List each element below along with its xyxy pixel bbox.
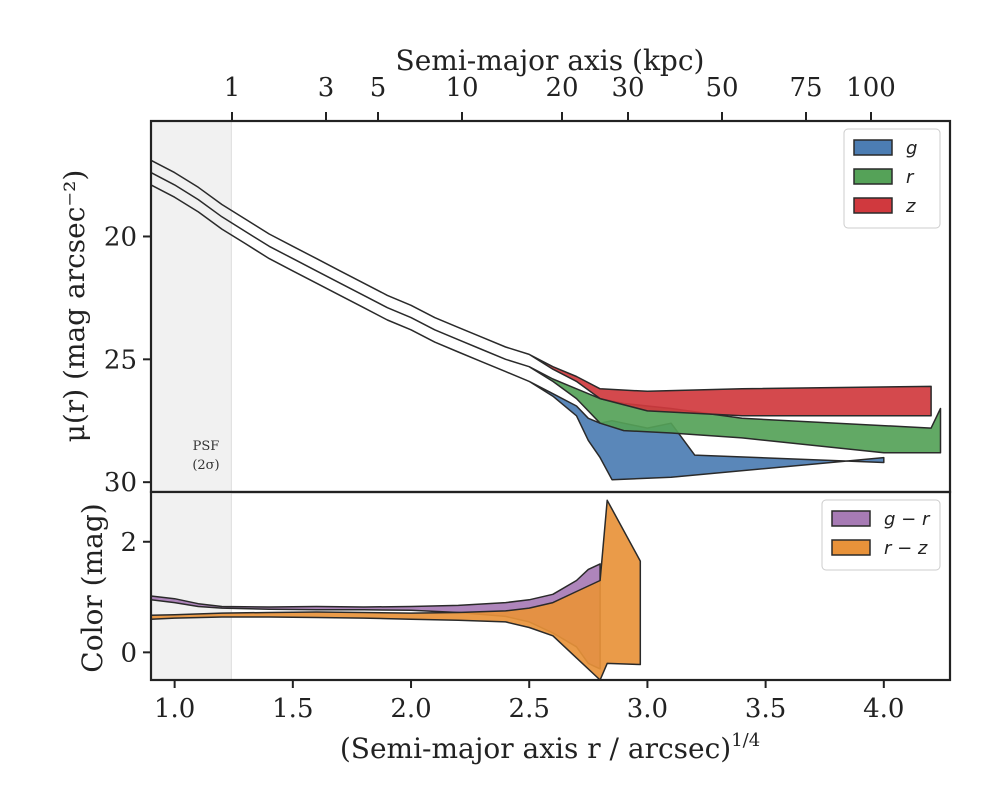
bottom-ytick-label-0: 0 [120, 638, 137, 668]
bottom-legend-swatch-0 [831, 510, 871, 527]
top-y-axis-title: μ(r) (mag arcsec⁻²) [58, 170, 91, 443]
top-xtick-label-8: 100 [846, 73, 896, 103]
top-ytick-label-1: 25 [104, 345, 137, 375]
top-ytick-label-0: 20 [104, 222, 137, 252]
bottom-xtick-label-3: 2.5 [509, 694, 550, 724]
top-band-0 [150, 184, 885, 481]
top-legend-label-1: r [906, 167, 915, 188]
bottom-legend-label-1: r − z [884, 538, 928, 559]
top-xtick-label-6: 50 [705, 73, 738, 103]
bottom-legend-label-0: g − r [884, 509, 931, 530]
bottom-psf-region [151, 492, 232, 680]
bottom-frame [149, 490, 952, 682]
psf-label-line-0: PSF [193, 439, 220, 454]
top-legend-label-2: z [905, 196, 916, 217]
bottom-xtick-label-1: 1.5 [272, 694, 313, 724]
bottom-xtick-label-4: 3.0 [627, 694, 668, 724]
psf-label-line-1: (2σ) [192, 458, 219, 473]
top-legend-swatch-1 [853, 168, 893, 185]
color-panel: 0 2 g − r r − z 1.0 1.5 2.0 2.5 3.0 3.5 4.0 [120, 490, 952, 724]
top-band-1 [150, 171, 942, 454]
top-legend-swatch-0 [853, 139, 893, 156]
top-band-2 [150, 159, 932, 417]
bottom-xtick-label-2: 2.0 [390, 694, 431, 724]
bottom-xtick-label-6: 4.0 [863, 694, 904, 724]
surface-brightness-panel: 20 25 30 grz 1 3 5 10 20 30 50 75 100 PSF (2σ) [104, 73, 952, 498]
top-psf-region [151, 121, 232, 492]
top-legend-swatch-2 [853, 197, 893, 214]
top-xtick-label-5: 30 [611, 73, 644, 103]
top-axis-title: Semi-major axis (kpc) [396, 44, 705, 77]
bottom-y-axis-title: Color (mag) [76, 503, 109, 672]
top-ytick-label-2: 30 [104, 468, 137, 498]
top-xtick-label-7: 75 [789, 73, 822, 103]
bottom-xtick-label-0: 1.0 [154, 694, 195, 724]
top-xtick-label-4: 20 [545, 73, 578, 103]
bottom-legend-swatch-1 [831, 539, 871, 556]
top-xtick-label-1: 3 [318, 73, 335, 103]
bottom-x-axis-title: (Semi-major axis r / arcsec)1/4 [340, 730, 760, 765]
bottom-band-1 [150, 499, 642, 681]
top-xtick-label-2: 5 [370, 73, 387, 103]
top-xtick-label-0: 1 [224, 73, 241, 103]
top-legend-label-0: g [906, 138, 917, 159]
top-xtick-label-3: 10 [445, 73, 478, 103]
bottom-xtick-label-5: 3.5 [745, 694, 786, 724]
bottom-ytick-label-1: 2 [120, 528, 137, 558]
